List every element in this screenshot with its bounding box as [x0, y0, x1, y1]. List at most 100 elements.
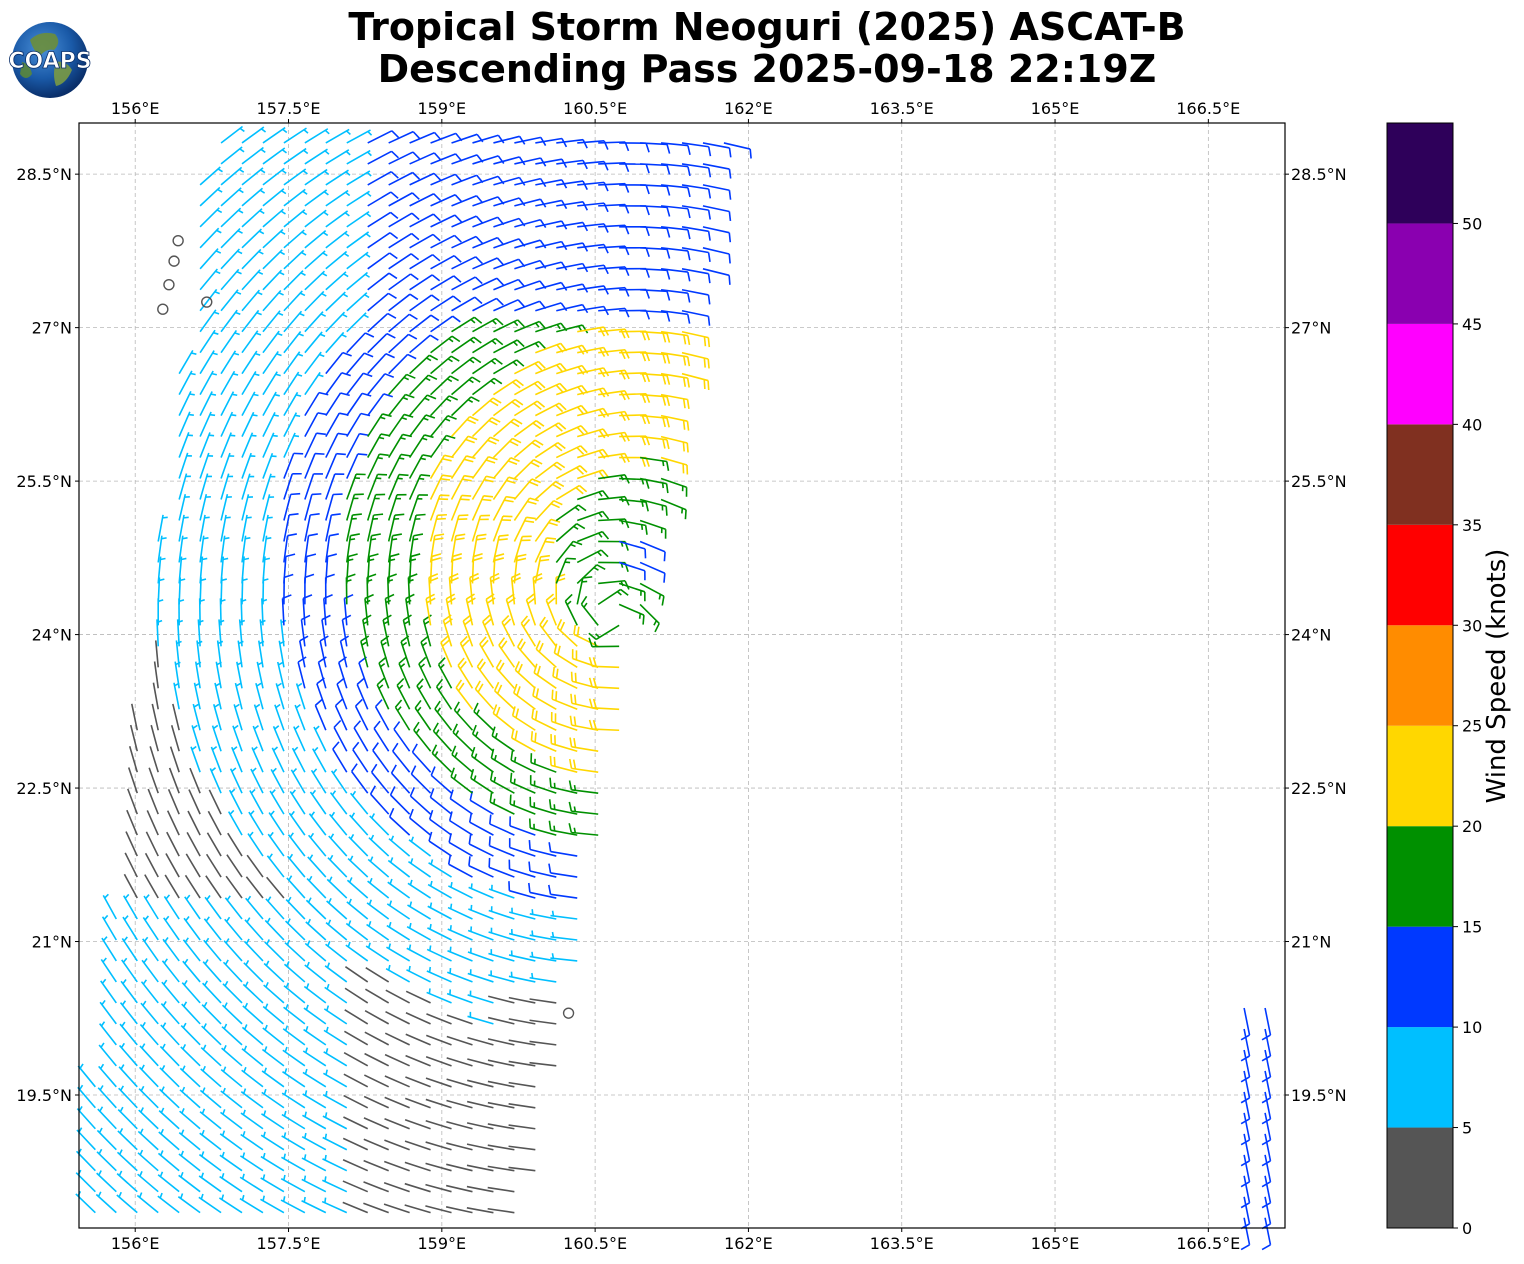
wind-barb: [517, 638, 536, 668]
wind-barb: [639, 561, 666, 583]
wind-barb: [229, 767, 243, 794]
wind-barb: [660, 268, 691, 282]
wind-barb: [239, 1194, 264, 1214]
wind-barb: [346, 352, 374, 375]
wind-barb: [261, 1088, 285, 1109]
wind-barb: [262, 228, 286, 249]
wind-barb: [284, 939, 306, 962]
wind-barb: [405, 1076, 431, 1088]
wind-barb: [420, 635, 432, 668]
wind-barb: [128, 746, 139, 773]
wind-barb: [147, 788, 159, 815]
wind-barb: [220, 350, 240, 375]
wind-barb: [569, 737, 599, 753]
wind-barb: [1261, 1154, 1272, 1188]
wind-barb: [467, 1011, 494, 1025]
wind-barb: [199, 288, 220, 312]
wind-barb: [178, 1129, 201, 1151]
wind-barb: [201, 1001, 222, 1025]
wind-barb: [514, 198, 547, 208]
wind-barb: [343, 1094, 369, 1109]
wind-barb: [492, 418, 523, 438]
wind-barb: [138, 1085, 159, 1109]
wind-barb: [568, 780, 599, 794]
wind-barb: [325, 432, 348, 458]
wind-barb: [199, 370, 217, 396]
wind-barb: [488, 970, 515, 983]
wind-barb: [487, 1080, 515, 1088]
wind-barb: [451, 336, 482, 354]
wind-barb: [429, 513, 447, 542]
wind-barb: [426, 945, 452, 962]
wind-barb: [388, 413, 414, 438]
wind-barb: [447, 968, 473, 983]
wind-barb: [408, 513, 426, 542]
wind-barb: [220, 556, 229, 584]
wind-barb: [388, 393, 415, 417]
wind-barb: [118, 1042, 138, 1067]
wind-barb: [262, 208, 286, 228]
wind-barb: [422, 614, 432, 647]
wind-barb: [153, 661, 160, 689]
wind-barb: [492, 379, 524, 396]
wind-barb: [451, 235, 484, 249]
wind-barb: [199, 1087, 222, 1109]
wind-barb: [272, 725, 285, 752]
wind-barb: [492, 515, 513, 542]
wind-barb: [122, 893, 138, 920]
wind-barb: [467, 1079, 494, 1088]
wind-barb: [530, 731, 557, 752]
wind-barb: [281, 1132, 306, 1151]
wind-barb: [148, 767, 159, 794]
wind-barb: [266, 876, 285, 899]
wind-barb: [398, 656, 411, 689]
wind-barb: [283, 982, 306, 1004]
wind-barb: [428, 809, 453, 836]
wind-barb: [577, 285, 609, 295]
lat-tick-label-left: 22.5°N: [16, 779, 72, 798]
wind-barb: [199, 473, 212, 500]
wind-barb: [388, 273, 419, 291]
wind-barb: [410, 765, 432, 794]
wind-barb: [531, 708, 557, 731]
wind-barb: [199, 329, 219, 354]
wind-barb: [640, 393, 671, 407]
wind-barb: [514, 320, 547, 333]
wind-barb: [262, 514, 273, 542]
wind-barb: [640, 330, 671, 343]
wind-barb: [309, 789, 327, 815]
wind-barb: [227, 832, 243, 857]
wind-barb: [345, 941, 369, 962]
wind-barb: [178, 349, 197, 375]
wind-barb: [430, 315, 461, 333]
wind-barb: [312, 746, 327, 773]
wind-barb: [325, 128, 351, 144]
wind-barb: [178, 1171, 201, 1193]
lon-tick-label-bottom: 159°E: [417, 1234, 466, 1253]
wind-barb: [450, 514, 469, 542]
wind-barb: [101, 936, 117, 962]
wind-barb: [161, 958, 180, 983]
wind-barb: [76, 1106, 96, 1130]
wind-barb: [548, 842, 578, 857]
wind-barb: [219, 1173, 243, 1193]
wind-barb: [223, 938, 243, 962]
wind-barb: [428, 831, 452, 857]
wind-barb: [348, 833, 369, 857]
wind-barb: [534, 422, 567, 438]
wind-barb: [220, 1066, 243, 1088]
wind-barb: [283, 351, 304, 375]
wind-barb: [356, 677, 369, 710]
wind-barb: [640, 226, 671, 238]
wind-barb: [346, 372, 373, 396]
wind-barb: [451, 316, 483, 333]
wind-barb: [351, 763, 369, 794]
wind-barb: [157, 514, 168, 542]
wind-barb: [388, 353, 417, 375]
wind-barb: [301, 1154, 327, 1172]
wind-barb: [322, 1112, 348, 1130]
lon-tick-label-top: 163.5°E: [870, 99, 934, 118]
wind-barb: [199, 514, 210, 542]
calm-wind-marker: [157, 303, 169, 315]
